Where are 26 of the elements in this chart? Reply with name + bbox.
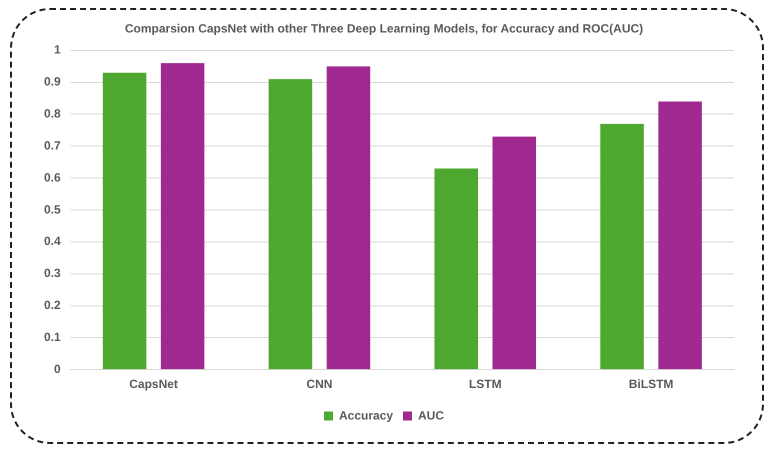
y-tick-label: 0.4 bbox=[44, 234, 61, 248]
y-tick-label: 0.2 bbox=[44, 298, 61, 312]
bar bbox=[102, 72, 146, 370]
y-tick-label: 0 bbox=[54, 362, 61, 376]
x-tick-label: CapsNet bbox=[129, 377, 178, 392]
y-tick-label: 0.9 bbox=[44, 74, 61, 89]
chart-title: Comparsion CapsNet with other Three Deep Learning Models, for Accuracy and ROC(AUC) bbox=[124, 22, 644, 36]
bar bbox=[600, 124, 644, 370]
y-tick-label: 0.1 bbox=[44, 330, 61, 344]
bar bbox=[658, 101, 702, 370]
bar bbox=[326, 66, 370, 370]
bar bbox=[268, 79, 312, 370]
bar bbox=[160, 63, 204, 370]
bar bbox=[492, 136, 536, 370]
x-tick-label: CNN bbox=[306, 377, 332, 392]
x-tick-label: BiLSTM bbox=[628, 377, 674, 392]
y-tick-label: 0.7 bbox=[44, 138, 61, 152]
bar bbox=[434, 168, 478, 370]
y-tick-label: 0.3 bbox=[44, 266, 61, 280]
y-tick-label: 0.8 bbox=[44, 106, 61, 121]
y-tick-label: 0.6 bbox=[44, 170, 61, 184]
y-tick-label: 0.5 bbox=[44, 202, 61, 216]
y-tick-label: 1 bbox=[54, 42, 61, 57]
x-tick-label: LSTM bbox=[468, 377, 502, 392]
legend-label: AUC bbox=[418, 408, 444, 422]
legend-label: Accuracy bbox=[338, 408, 394, 422]
